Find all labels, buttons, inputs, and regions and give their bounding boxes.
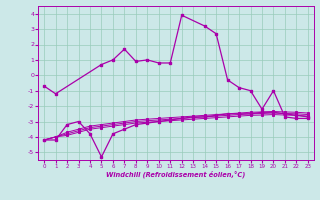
X-axis label: Windchill (Refroidissement éolien,°C): Windchill (Refroidissement éolien,°C) [106,171,246,178]
